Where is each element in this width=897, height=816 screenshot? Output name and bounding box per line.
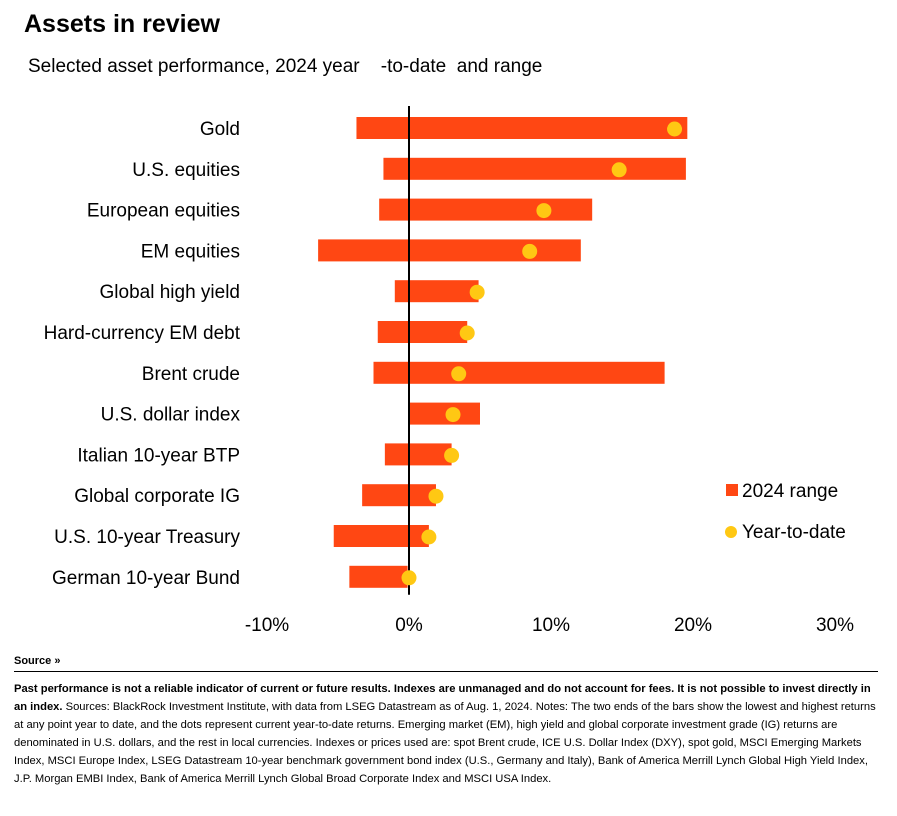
- x-tick-label: 10%: [532, 615, 570, 636]
- x-tick-label: 20%: [674, 615, 712, 636]
- range-bar: [373, 361, 665, 384]
- footer-notes: Past performance is not a reliable indic…: [14, 680, 878, 788]
- ytd-dot: [469, 284, 485, 300]
- source-toggle[interactable]: Source »: [14, 655, 60, 667]
- ytd-dot: [459, 325, 475, 341]
- category-label: U.S. 10-year Treasury: [54, 527, 240, 548]
- disclaimer: Past performance is not a reliable indic…: [14, 683, 871, 713]
- range-bar: [379, 198, 593, 221]
- range-bar: [394, 280, 479, 303]
- ytd-dot: [522, 243, 538, 259]
- range-bar: [383, 157, 686, 180]
- category-label: European equities: [87, 201, 240, 222]
- legend-range-label: 2024 range: [742, 481, 838, 502]
- ytd-dot: [444, 447, 460, 463]
- category-label: Brent crude: [142, 364, 240, 385]
- ytd-dot: [611, 162, 627, 178]
- ytd-dot: [401, 570, 417, 586]
- ytd-dot: [421, 529, 437, 545]
- source-notes: Sources: BlackRock Investment Institute,…: [14, 701, 876, 785]
- legend-range-swatch: [726, 484, 738, 496]
- source-label: Source: [14, 655, 52, 667]
- legend-ytd-swatch: [725, 526, 737, 538]
- ytd-dot: [536, 203, 552, 219]
- category-label: Global corporate IG: [74, 486, 240, 507]
- footer-divider: [14, 671, 878, 672]
- category-label: EM equities: [141, 241, 240, 262]
- range-chart: Gold U.S. equities European equities EM equ…: [44, 106, 854, 636]
- legend: 2024 range Year-to-date: [725, 481, 846, 543]
- bars-layer: [318, 117, 688, 588]
- chart-title: Assets in review: [24, 10, 220, 38]
- category-label: Gold: [200, 119, 240, 140]
- category-label: Italian 10-year BTP: [77, 445, 240, 466]
- x-tick-label: -10%: [245, 615, 289, 636]
- x-tick-label: 0%: [395, 615, 423, 636]
- range-bar: [384, 443, 452, 466]
- range-bar: [333, 525, 429, 547]
- category-label: Global high yield: [100, 282, 240, 303]
- ytd-dot: [428, 488, 444, 504]
- range-bar: [362, 484, 436, 507]
- category-labels: Gold U.S. equities European equities EM equ…: [44, 119, 241, 589]
- x-tick-label: 30%: [816, 615, 854, 636]
- x-tick-labels: -10% 0% 10% 20% 30%: [245, 615, 854, 636]
- ytd-dot: [445, 407, 461, 423]
- range-bar: [356, 117, 688, 139]
- range-bar: [318, 239, 581, 262]
- chart-subtitle: Selected asset performance, 2024 year -t…: [28, 56, 543, 77]
- double-chevron-down-icon: »: [54, 655, 61, 667]
- ytd-dot: [451, 366, 467, 382]
- category-label: German 10-year Bund: [52, 568, 240, 589]
- category-label: Hard-currency EM debt: [44, 323, 241, 344]
- category-label: U.S. dollar index: [101, 405, 241, 426]
- range-bar: [409, 402, 480, 425]
- dots-layer: [401, 121, 683, 586]
- category-label: U.S. equities: [132, 160, 240, 181]
- ytd-dot: [667, 121, 683, 137]
- legend-ytd-label: Year-to-date: [742, 522, 846, 543]
- range-bar: [377, 321, 468, 343]
- range-bar: [349, 565, 408, 588]
